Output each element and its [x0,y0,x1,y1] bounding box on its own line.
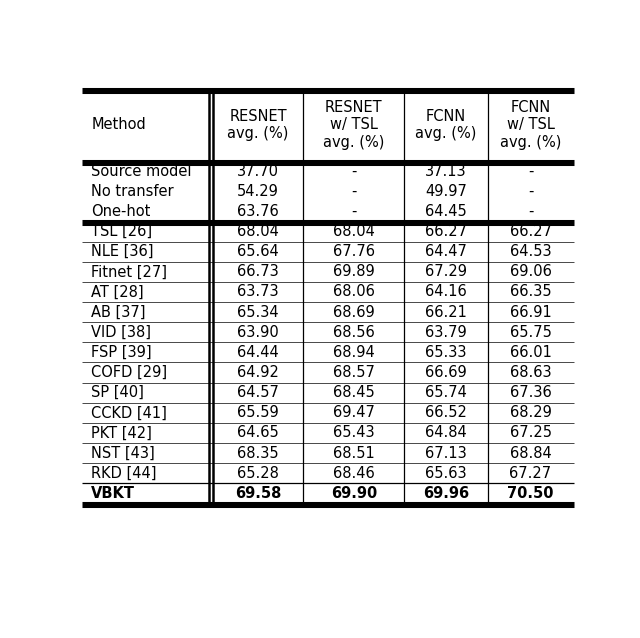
Text: 65.33: 65.33 [425,345,467,360]
Text: -: - [528,163,533,179]
Text: 64.57: 64.57 [237,385,279,400]
Text: 66.21: 66.21 [425,304,467,320]
Text: 67.36: 67.36 [509,385,552,400]
Text: Fitnet [27]: Fitnet [27] [92,264,168,279]
Text: 66.35: 66.35 [509,285,552,299]
Text: 66.91: 66.91 [509,304,552,320]
Text: Method: Method [92,117,146,133]
Text: 49.97: 49.97 [425,184,467,199]
Text: 68.04: 68.04 [333,224,374,239]
Text: FCNN
w/ TSL
avg. (%): FCNN w/ TSL avg. (%) [500,100,561,150]
Text: 64.16: 64.16 [425,285,467,299]
Text: -: - [351,204,356,219]
Text: FSP [39]: FSP [39] [92,345,152,360]
Text: 65.75: 65.75 [509,325,552,340]
Text: CCKD [41]: CCKD [41] [92,405,167,420]
Text: 64.45: 64.45 [425,204,467,219]
Text: 54.29: 54.29 [237,184,279,199]
Text: -: - [528,184,533,199]
Text: 66.27: 66.27 [509,224,552,239]
Text: 63.90: 63.90 [237,325,279,340]
Text: 65.43: 65.43 [333,426,374,440]
Text: 64.47: 64.47 [425,244,467,259]
Text: VID [38]: VID [38] [92,325,152,340]
Text: 65.34: 65.34 [237,304,279,320]
Text: 37.13: 37.13 [425,163,467,179]
Text: 68.63: 68.63 [509,365,552,380]
Text: NST [43]: NST [43] [92,445,155,461]
Text: Source model: Source model [92,163,192,179]
Text: RESNET
avg. (%): RESNET avg. (%) [227,108,289,141]
Text: 65.74: 65.74 [425,385,467,400]
Text: 64.92: 64.92 [237,365,279,380]
Text: 65.64: 65.64 [237,244,279,259]
Text: RKD [44]: RKD [44] [92,466,157,481]
Text: 69.06: 69.06 [509,264,552,279]
Text: 66.52: 66.52 [425,405,467,420]
Text: 63.76: 63.76 [237,204,279,219]
Text: 66.01: 66.01 [509,345,552,360]
Text: 64.65: 64.65 [237,426,279,440]
Text: 69.58: 69.58 [235,486,281,501]
Text: One-hot: One-hot [92,204,151,219]
Text: 69.89: 69.89 [333,264,374,279]
Text: 66.73: 66.73 [237,264,279,279]
Text: 65.28: 65.28 [237,466,279,481]
Text: VBKT: VBKT [92,486,136,501]
Text: SP [40]: SP [40] [92,385,144,400]
Text: 69.47: 69.47 [333,405,374,420]
Text: 68.56: 68.56 [333,325,374,340]
Text: 68.35: 68.35 [237,445,279,461]
Text: 68.84: 68.84 [509,445,552,461]
Text: 64.44: 64.44 [237,345,279,360]
Text: 69.96: 69.96 [423,486,469,501]
Text: 68.29: 68.29 [509,405,552,420]
Text: 68.45: 68.45 [333,385,374,400]
Text: AT [28]: AT [28] [92,285,144,299]
Text: 65.63: 65.63 [425,466,467,481]
Text: COFD [29]: COFD [29] [92,365,168,380]
Text: 63.73: 63.73 [237,285,279,299]
Text: -: - [528,204,533,219]
Text: 64.84: 64.84 [425,426,467,440]
Text: 68.46: 68.46 [333,466,374,481]
Text: 67.76: 67.76 [333,244,375,259]
Text: -: - [351,184,356,199]
Text: TSL [26]: TSL [26] [92,224,152,239]
Text: 68.04: 68.04 [237,224,279,239]
Text: 68.51: 68.51 [333,445,374,461]
Text: 65.59: 65.59 [237,405,279,420]
Text: FCNN
avg. (%): FCNN avg. (%) [415,108,477,141]
Text: 68.06: 68.06 [333,285,374,299]
Text: 64.53: 64.53 [509,244,552,259]
Text: NLE [36]: NLE [36] [92,244,154,259]
Text: 66.69: 66.69 [425,365,467,380]
Text: AB [37]: AB [37] [92,304,146,320]
Text: 37.70: 37.70 [237,163,279,179]
Text: 67.13: 67.13 [425,445,467,461]
Text: 70.50: 70.50 [508,486,554,501]
Text: 66.27: 66.27 [425,224,467,239]
Text: 63.79: 63.79 [425,325,467,340]
Text: 68.94: 68.94 [333,345,374,360]
Text: No transfer: No transfer [92,184,174,199]
Text: 69.90: 69.90 [331,486,377,501]
Text: 67.25: 67.25 [509,426,552,440]
Text: 67.27: 67.27 [509,466,552,481]
Text: -: - [351,163,356,179]
Text: RESNET
w/ TSL
avg. (%): RESNET w/ TSL avg. (%) [323,100,385,150]
Text: 68.69: 68.69 [333,304,374,320]
Text: 67.29: 67.29 [425,264,467,279]
Text: PKT [42]: PKT [42] [92,426,152,440]
Text: 68.57: 68.57 [333,365,374,380]
